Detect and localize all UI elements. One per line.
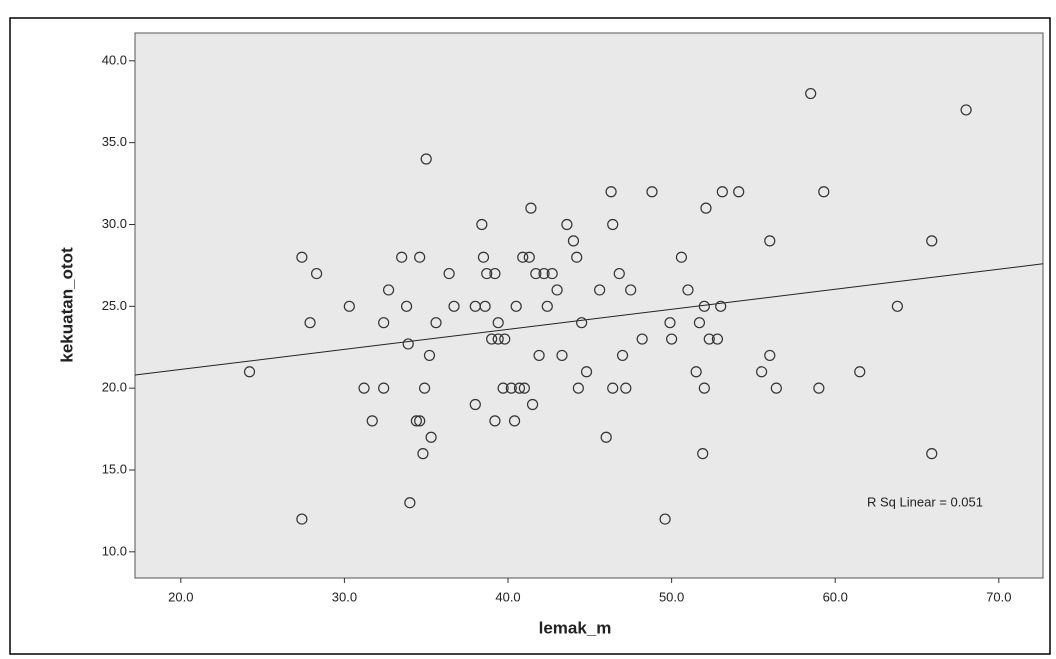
y-tick-label: 35.0: [102, 134, 127, 149]
x-tick-label: 60.0: [823, 589, 848, 604]
page: {"chart_data": { "type": "scatter", "x_l…: [0, 0, 1056, 659]
y-tick-label: 10.0: [102, 543, 127, 558]
x-tick-label: 70.0: [986, 589, 1011, 604]
chart: lemak_m kekuatan_otot R Sq Linear = 0.05…: [0, 0, 1056, 659]
annotation: R Sq Linear = 0.051: [867, 494, 983, 509]
x-tick-label: 40.0: [495, 589, 520, 604]
y-tick-label: 15.0: [102, 461, 127, 476]
x-axis-title: lemak_m: [539, 618, 612, 637]
y-tick-label: 30.0: [102, 216, 127, 231]
x-tick-label: 20.0: [168, 589, 193, 604]
y-tick-label: 20.0: [102, 380, 127, 395]
x-tick-label: 30.0: [332, 589, 357, 604]
y-axis-title: kekuatan_otot: [57, 247, 76, 363]
y-tick-label: 25.0: [102, 298, 127, 313]
y-tick-label: 40.0: [102, 52, 127, 67]
x-tick-label: 50.0: [659, 589, 684, 604]
